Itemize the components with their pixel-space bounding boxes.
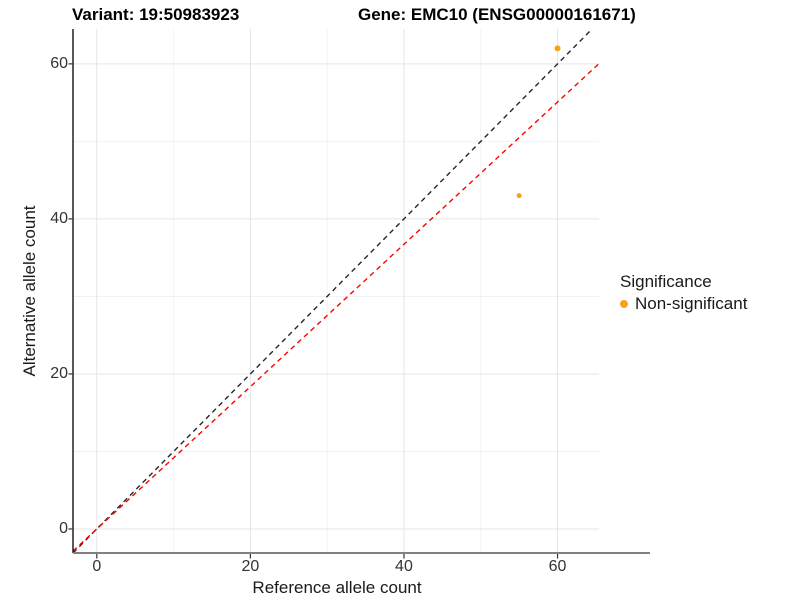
- x-tick-label: 20: [241, 558, 260, 575]
- plot-title-variant: Variant: 19:50983923: [72, 5, 240, 24]
- fit-line: [73, 63, 599, 552]
- legend-point-icon: [620, 300, 628, 308]
- y-tick-label: 60: [50, 54, 68, 72]
- y-tick-label: 20: [50, 364, 68, 382]
- plot-title-gene: Gene: EMC10 (ENSG00000161671): [358, 5, 636, 24]
- legend-item-non-significant: Non-significant: [620, 294, 747, 314]
- y-tick-label: 40: [50, 209, 68, 227]
- identity-line: [73, 29, 594, 553]
- data-point: [516, 193, 522, 199]
- x-tick-label: 40: [395, 558, 413, 575]
- y-tick-label: 0: [59, 519, 68, 537]
- y-axis-label: Alternative allele count: [20, 205, 39, 377]
- legend-item-label: Non-significant: [635, 294, 748, 313]
- x-axis-label: Reference allele count: [252, 578, 422, 597]
- x-tick-label: 60: [548, 558, 567, 575]
- x-tick-label: 0: [92, 558, 102, 575]
- legend: Significance Non-significant: [620, 272, 747, 314]
- data-point: [554, 45, 561, 52]
- legend-title: Significance: [620, 272, 712, 291]
